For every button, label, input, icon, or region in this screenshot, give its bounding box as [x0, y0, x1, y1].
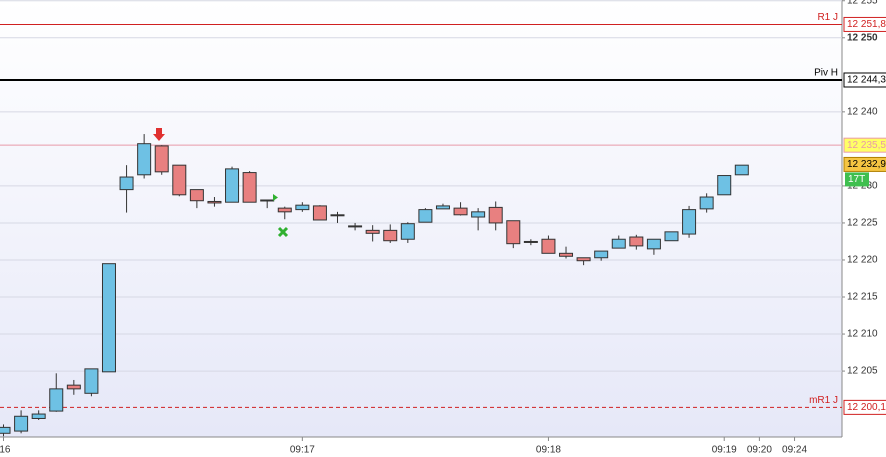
candle-body	[594, 250, 609, 259]
candle-body	[49, 388, 64, 412]
level-name: mR1 J	[809, 395, 838, 406]
x-tick-label: 09:24	[782, 445, 807, 456]
y-tick-label: 12 215	[847, 292, 878, 303]
level-label: 12 235,5	[847, 140, 886, 151]
candle-body	[312, 205, 327, 221]
candle-body	[0, 426, 11, 434]
level-box	[843, 16, 886, 32]
candle-body	[629, 236, 644, 247]
candle-body	[348, 225, 363, 228]
candle-body	[101, 263, 116, 373]
level-name: R1 J	[817, 12, 838, 23]
candle-body	[435, 205, 450, 210]
candle-body	[119, 176, 134, 191]
candle-body	[242, 172, 257, 203]
y-tick-label: 12 210	[847, 329, 878, 340]
y-tick-label: 12 225	[847, 218, 878, 229]
candle-body	[682, 209, 697, 235]
candle-body	[154, 145, 169, 173]
candle-body	[295, 204, 310, 211]
x-tick-label: 09:20	[747, 445, 772, 456]
candle-body	[453, 207, 468, 216]
candle-body	[189, 189, 204, 202]
candle-body	[207, 200, 222, 204]
candle-body	[137, 143, 152, 176]
candle-body	[488, 206, 503, 224]
candle-body	[330, 214, 345, 217]
x-tick-label: 09:19	[712, 445, 737, 456]
candle-body	[400, 223, 415, 240]
candle-body	[541, 238, 556, 254]
y-tick-label: 12 205	[847, 366, 878, 377]
candle-body	[471, 211, 486, 218]
candle-body	[84, 368, 99, 394]
bar-type-label: 17T	[848, 174, 865, 185]
y-tick-label: 12 240	[847, 106, 878, 117]
level-box	[843, 72, 886, 88]
level-label: 12 244,3	[847, 75, 886, 86]
candle-body	[14, 415, 29, 432]
level-box	[843, 399, 886, 415]
level-name: Piv H	[814, 68, 838, 79]
candle-body	[277, 207, 292, 213]
candle-body	[611, 238, 626, 249]
level-label: 12 251,8	[847, 19, 886, 30]
x-tick-label: 09:17	[290, 445, 315, 456]
last-price-label: 12 232,9	[847, 159, 886, 170]
candle-body	[418, 209, 433, 223]
candle-body	[576, 257, 591, 262]
candle-body	[506, 220, 521, 245]
signal-triangle	[273, 194, 278, 201]
sell-signal	[153, 128, 165, 141]
candle-body	[225, 168, 240, 203]
level-box	[843, 137, 886, 153]
candle-body	[734, 164, 749, 176]
candle-body	[172, 164, 187, 196]
y-tick-label: 12 255	[847, 0, 878, 6]
candle-body	[699, 196, 714, 210]
candle-body	[365, 229, 380, 234]
candle-body	[383, 229, 398, 242]
last-price-marker	[843, 156, 886, 172]
candle-body	[260, 199, 275, 202]
candle-body	[559, 252, 574, 257]
candle-body	[66, 384, 81, 390]
candle-body	[664, 231, 679, 242]
level-label: 12 200,1	[847, 402, 886, 413]
exit-signal	[277, 226, 289, 238]
candle-body	[31, 413, 46, 419]
candle-body	[523, 240, 538, 243]
y-tick-label: 12 220	[847, 255, 878, 266]
bar-type-box	[845, 172, 869, 187]
y-tick-label: 12 250	[847, 32, 878, 43]
candle-body	[646, 238, 661, 250]
x-axis-background	[0, 437, 842, 457]
candle-body	[717, 175, 732, 196]
x-tick-label: 09:18	[536, 445, 561, 456]
x-tick-label: :16	[0, 445, 11, 456]
